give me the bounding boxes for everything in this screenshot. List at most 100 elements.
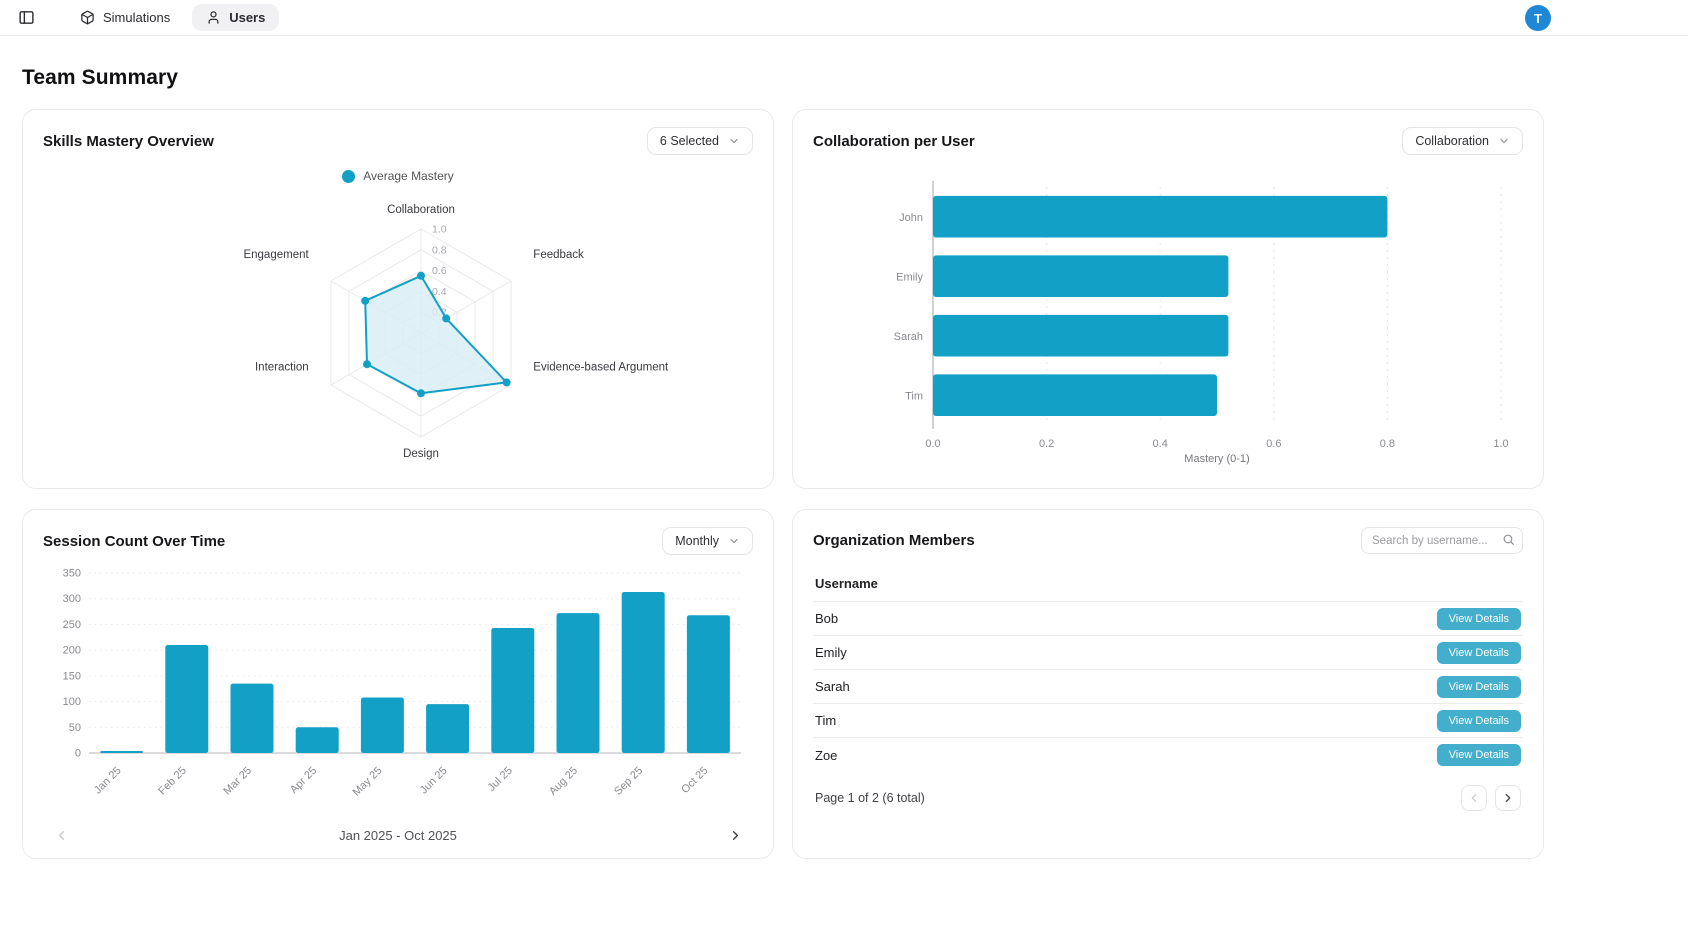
svg-text:0.6: 0.6: [432, 265, 447, 277]
svg-text:0.8: 0.8: [1380, 438, 1395, 450]
chevron-left-icon: [58, 830, 64, 840]
member-search: [1361, 527, 1523, 554]
box-icon: [81, 10, 94, 25]
sidebar-toggle-button[interactable]: [12, 4, 40, 32]
svg-text:Jun 25: Jun 25: [418, 765, 450, 797]
collab-filter-value: Collaboration: [1415, 134, 1489, 148]
svg-text:250: 250: [63, 619, 81, 631]
svg-text:0.8: 0.8: [432, 244, 447, 256]
members-footer: Page 1 of 2 (6 total): [813, 785, 1523, 811]
svg-text:Emily: Emily: [896, 271, 923, 283]
date-range-nav: Jan 2025 - Oct 2025: [43, 823, 753, 847]
view-details-button[interactable]: View Details: [1436, 641, 1521, 664]
svg-text:Collaboration: Collaboration: [387, 204, 455, 216]
svg-text:0.0: 0.0: [925, 438, 940, 450]
member-username: Bob: [815, 611, 839, 626]
top-bar: Simulations Users T: [0, 0, 1688, 36]
panel-collaboration-per-user: Collaboration per User Collaboration Joh…: [792, 109, 1544, 489]
member-username: Emily: [815, 645, 847, 660]
main-nav: Simulations Users: [66, 4, 280, 31]
member-username: Sarah: [815, 679, 850, 694]
view-details-button[interactable]: View Details: [1436, 675, 1521, 698]
chevron-right-icon: [732, 830, 738, 840]
skills-filter-value: 6 Selected: [659, 134, 719, 148]
dashboard-grid: Skills Mastery Overview 6 Selected Avera…: [22, 109, 1544, 859]
svg-text:1.0: 1.0: [1493, 438, 1508, 450]
skills-filter-dropdown[interactable]: 6 Selected: [646, 127, 753, 155]
view-details-button[interactable]: View Details: [1436, 744, 1521, 766]
svg-text:0.4: 0.4: [432, 286, 447, 298]
svg-text:John: John: [899, 212, 923, 224]
sessions-interval-dropdown[interactable]: Monthly: [662, 527, 753, 555]
nav-item-users[interactable]: Users: [192, 4, 280, 31]
pagination-label: Page 1 of 2 (6 total): [815, 791, 925, 805]
svg-text:Oct 25: Oct 25: [679, 765, 710, 796]
user-icon: [208, 11, 219, 24]
skills-radar-chart: 0.20.40.60.81.0CollaborationFeedbackEvid…: [43, 183, 753, 468]
chevron-down-icon: [1500, 138, 1508, 144]
svg-text:1.0: 1.0: [432, 224, 447, 236]
table-row: Sarah View Details: [813, 670, 1523, 704]
nav-label-users: Users: [229, 10, 266, 25]
sessions-bar-chart: 0 50 100 150 200 250 300 350 Jan 25 Feb 25 Mar 25 A…: [43, 565, 753, 817]
table-row: Bob View Details: [813, 602, 1523, 636]
svg-text:Mar 25: Mar 25: [221, 765, 254, 798]
page-title: Team Summary: [22, 66, 179, 89]
svg-text:Sep 25: Sep 25: [612, 765, 645, 798]
collab-filter-dropdown[interactable]: Collaboration: [1402, 127, 1523, 155]
panel-left-icon: [18, 11, 34, 24]
table-row: Zoe View Details: [813, 738, 1523, 772]
view-details-button[interactable]: View Details: [1436, 607, 1521, 630]
sessions-interval-value: Monthly: [675, 534, 719, 548]
chevron-down-icon: [730, 538, 738, 544]
nav-label-simulations: Simulations: [103, 10, 171, 25]
legend-dot-icon: [342, 169, 356, 183]
svg-text:May 25: May 25: [351, 765, 385, 799]
members-panel-header: Organization Members: [813, 527, 1523, 554]
page-prev-button[interactable]: [1461, 785, 1487, 811]
date-range-label: Jan 2025 - Oct 2025: [339, 827, 457, 843]
svg-text:Feb 25: Feb 25: [156, 765, 189, 798]
svg-text:200: 200: [63, 645, 81, 657]
username-column-header: Username: [813, 570, 1523, 602]
svg-text:Jul 25: Jul 25: [486, 765, 515, 794]
sessions-panel-header: Session Count Over Time Monthly: [43, 527, 753, 555]
panel-skills-mastery: Skills Mastery Overview 6 Selected Avera…: [22, 109, 774, 489]
nav-item-simulations[interactable]: Simulations: [66, 4, 184, 31]
svg-text:Evidence-based Argument: Evidence-based Argument: [533, 361, 669, 373]
panel-organization-members: Organization Members Username Bob View D…: [792, 509, 1544, 859]
skills-panel-header: Skills Mastery Overview 6 Selected: [43, 127, 753, 155]
table-row: Tim View Details: [813, 704, 1523, 738]
svg-text:Feedback: Feedback: [533, 249, 584, 261]
skills-panel-title: Skills Mastery Overview: [43, 132, 214, 150]
chevron-right-icon: [1505, 793, 1511, 803]
table-row: Emily View Details: [813, 636, 1523, 670]
svg-text:Aug 25: Aug 25: [547, 765, 580, 798]
user-avatar[interactable]: T: [1525, 5, 1551, 31]
svg-text:Jan 25: Jan 25: [92, 765, 124, 797]
svg-text:0.4: 0.4: [1153, 438, 1168, 450]
legend-label: Average Mastery: [363, 169, 454, 183]
svg-text:Sarah: Sarah: [894, 331, 923, 343]
svg-text:Engagement: Engagement: [243, 249, 309, 261]
collab-panel-title: Collaboration per User: [813, 132, 975, 150]
member-username: Zoe: [815, 747, 838, 763]
members-table-body: Bob View Details Emily View Details Sara…: [813, 602, 1523, 772]
range-prev-button[interactable]: [49, 823, 73, 847]
panel-session-count: Session Count Over Time Monthly 0 50 100 15…: [22, 509, 774, 859]
page-next-button[interactable]: [1495, 785, 1521, 811]
view-details-button[interactable]: View Details: [1436, 709, 1521, 732]
svg-text:100: 100: [63, 696, 81, 708]
svg-text:50: 50: [69, 722, 81, 734]
svg-text:0.2: 0.2: [1039, 438, 1054, 450]
range-next-button[interactable]: [723, 823, 747, 847]
pagination-controls: [1461, 785, 1521, 811]
svg-text:150: 150: [63, 670, 81, 682]
members-table: Username Bob View Details Emily View Det…: [813, 570, 1523, 772]
main-content: Team Summary Skills Mastery Overview 6 S…: [0, 66, 1688, 859]
svg-text:Interaction: Interaction: [255, 361, 309, 373]
svg-text:Mastery (0-1): Mastery (0-1): [1184, 453, 1249, 465]
chevron-down-icon: [730, 138, 738, 144]
svg-text:0: 0: [75, 748, 81, 760]
member-search-input[interactable]: [1361, 527, 1523, 554]
